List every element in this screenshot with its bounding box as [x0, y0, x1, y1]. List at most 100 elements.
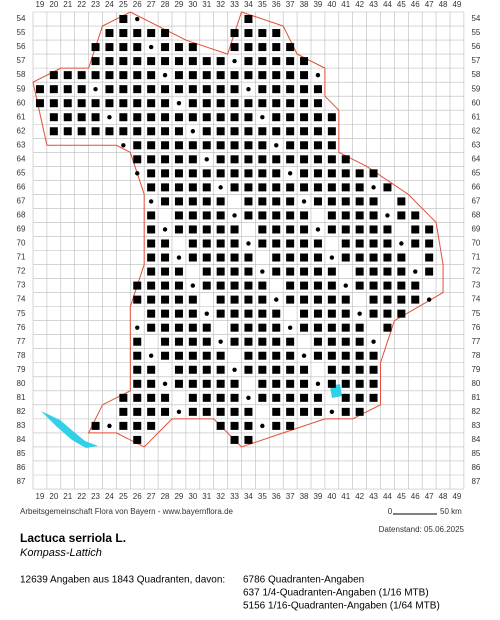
occurrence-square [161, 127, 170, 136]
occurrence-dot [246, 86, 251, 92]
occurrence-square [174, 197, 183, 206]
column-label: 20 [49, 492, 58, 501]
occurrence-square [355, 379, 364, 388]
occurrence-dot [232, 58, 237, 64]
occurrence-square [244, 29, 253, 38]
occurrence-square [161, 113, 170, 122]
column-label: 25 [119, 0, 128, 9]
occurrence-square [258, 197, 267, 206]
occurrence-square [188, 351, 197, 360]
occurrence-square [202, 379, 211, 388]
occurrence-dot [246, 395, 251, 401]
column-label: 22 [77, 492, 86, 501]
occurrence-square [133, 71, 142, 80]
column-label: 40 [327, 0, 336, 9]
occurrence-square [286, 99, 295, 108]
occurrence-square [174, 57, 183, 66]
occurrence-square [258, 155, 267, 164]
occurrence-square [174, 365, 183, 374]
occurrence-square [63, 99, 72, 108]
column-label: 31 [202, 492, 211, 501]
occurrence-square [369, 253, 378, 262]
row-label: 73 [17, 281, 26, 290]
occurrence-dot [162, 227, 168, 232]
occurrence-square [258, 183, 267, 192]
occurrence-square [341, 351, 350, 360]
occurrence-square [133, 351, 142, 360]
occurrence-square [286, 113, 295, 122]
occurrence-square [258, 43, 267, 52]
row-label: 63 [17, 140, 26, 149]
occurrence-square [202, 365, 211, 374]
occurrence-square [313, 239, 322, 248]
occurrence-square [313, 393, 322, 402]
occurrence-square [272, 127, 281, 136]
occurrence-square [286, 183, 295, 192]
occurrence-dot [121, 143, 126, 148]
occurrence-square [244, 323, 253, 332]
occurrence-square [161, 323, 170, 332]
occurrence-square [133, 29, 142, 38]
occurrence-square [230, 435, 239, 444]
stats-summary: 12639 Angaben aus 1843 Quadranten, davon… [20, 575, 225, 586]
occurrence-square [355, 323, 364, 332]
occurrence-square [286, 393, 295, 402]
occurrence-square [230, 253, 239, 262]
occurrence-square [119, 99, 128, 108]
occurrence-square [230, 281, 239, 290]
occurrence-square [341, 295, 350, 304]
column-label: 46 [411, 0, 420, 9]
occurrence-square [188, 295, 197, 304]
occurrence-square [341, 155, 350, 164]
occurrence-square [202, 85, 211, 94]
occurrence-square [341, 365, 350, 374]
occurrence-square [91, 43, 100, 52]
row-label: 56 [17, 42, 26, 51]
occurrence-square [147, 113, 156, 122]
occurrence-square [77, 127, 86, 136]
occurrence-square [244, 211, 253, 220]
occurrence-square [105, 127, 114, 136]
occurrence-square [313, 267, 322, 276]
column-label: 44 [383, 492, 392, 501]
row-label: 72 [471, 267, 480, 276]
occurrence-square [286, 211, 295, 220]
occurrence-square [230, 337, 239, 346]
occurrence-square [230, 29, 239, 38]
row-label: 80 [471, 379, 480, 388]
row-label: 71 [17, 253, 26, 262]
occurrence-square [147, 281, 156, 290]
occurrence-square [147, 211, 156, 220]
occurrence-square [327, 225, 336, 234]
occurrence-square [272, 155, 281, 164]
occurrence-square [313, 323, 322, 332]
occurrence-square [258, 323, 267, 332]
stats-line: 5156 1/16-Quadranten-Angaben (1/64 MTB) [243, 601, 440, 612]
occurrence-square [244, 295, 253, 304]
occurrence-square [216, 393, 225, 402]
occurrence-square [216, 57, 225, 66]
occurrence-square [313, 309, 322, 318]
occurrence-square [133, 127, 142, 136]
column-label: 30 [188, 0, 197, 9]
occurrence-square [119, 113, 128, 122]
occurrence-square [174, 127, 183, 136]
occurrence-square [119, 15, 128, 24]
occurrence-square [202, 169, 211, 178]
occurrence-square [202, 323, 211, 332]
occurrence-square [230, 85, 239, 94]
column-label: 29 [174, 0, 183, 9]
occurrence-square [202, 99, 211, 108]
occurrence-square [327, 169, 336, 178]
row-label: 72 [17, 267, 26, 276]
occurrence-square [174, 295, 183, 304]
column-label: 24 [105, 0, 114, 9]
occurrence-square [230, 323, 239, 332]
occurrence-square [244, 407, 253, 416]
occurrence-square [230, 421, 239, 430]
occurrence-square [174, 351, 183, 360]
column-label: 19 [35, 0, 44, 9]
occurrence-dot [148, 353, 154, 358]
occurrence-dot [260, 423, 265, 429]
stats-line: 637 1/4-Quadranten-Angaben (1/16 MTB) [243, 588, 429, 599]
